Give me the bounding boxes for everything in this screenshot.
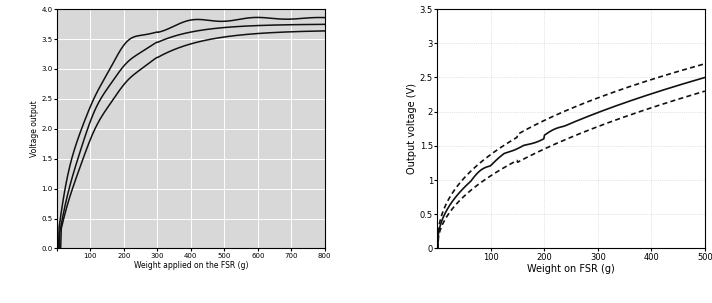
Y-axis label: Output voltage (V): Output voltage (V) xyxy=(407,83,417,174)
X-axis label: Weight on FSR (g): Weight on FSR (g) xyxy=(527,265,615,275)
Y-axis label: Voltage output: Voltage output xyxy=(30,100,38,157)
X-axis label: Weight applied on the FSR (g): Weight applied on the FSR (g) xyxy=(134,261,248,270)
